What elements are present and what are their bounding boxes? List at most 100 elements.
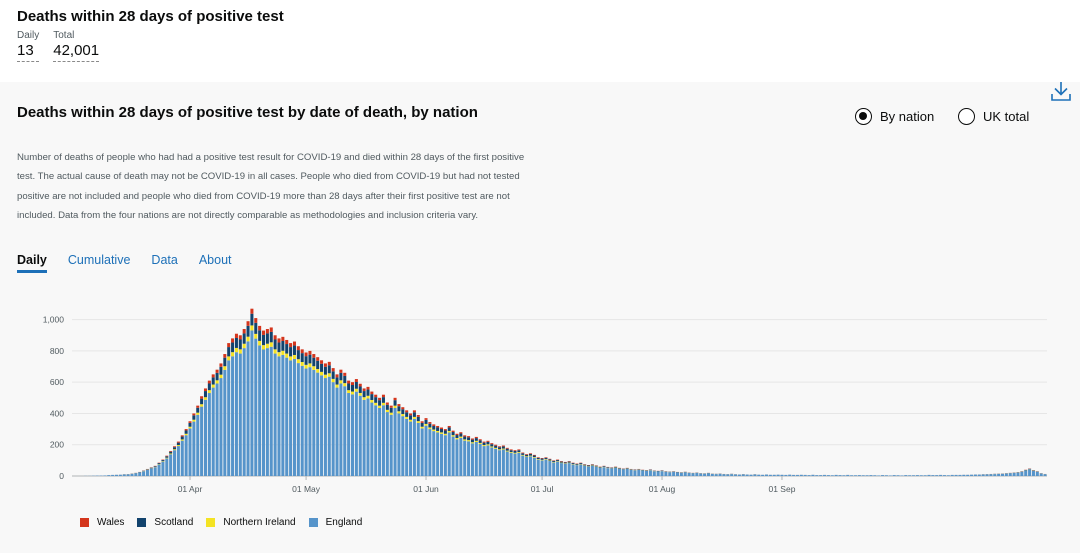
bar-scotland <box>544 457 548 460</box>
tab-about[interactable]: About <box>198 253 232 267</box>
bar-scotland <box>370 394 374 401</box>
bar-scotland <box>525 454 529 457</box>
bar-england <box>567 463 571 476</box>
bar-england <box>912 475 916 476</box>
bar-wales <box>536 457 540 458</box>
bar-wales <box>207 380 211 384</box>
bar-northern-ireland <box>451 435 455 437</box>
bar-wales <box>482 441 486 443</box>
bar-scotland <box>312 357 316 367</box>
bar-england <box>660 471 664 476</box>
bar-england <box>416 422 420 476</box>
bar-england <box>939 475 943 476</box>
bar-wales <box>381 394 385 398</box>
bar-northern-ireland <box>463 439 467 441</box>
bar-scotland <box>486 441 490 445</box>
bar-scotland <box>169 451 173 454</box>
bar-england <box>734 474 738 476</box>
metric-total-value[interactable]: 42,001 <box>53 41 100 62</box>
bar-england <box>544 459 548 476</box>
bar-wales <box>498 446 502 448</box>
bar-england <box>1035 471 1039 476</box>
bar-england <box>169 454 173 476</box>
y-tick-label: 200 <box>50 440 64 450</box>
bar-scotland <box>451 432 455 436</box>
bar-england <box>393 407 397 476</box>
bar-england <box>610 468 614 476</box>
uk-total-radio[interactable]: UK total <box>958 108 1029 125</box>
bar-northern-ireland <box>381 402 385 406</box>
by-nation-radio[interactable]: By nation <box>855 108 934 125</box>
bar-england <box>664 471 668 476</box>
bar-scotland <box>501 446 505 449</box>
bar-northern-ireland <box>378 405 382 408</box>
bar-england <box>695 473 699 476</box>
bar-england <box>645 470 649 476</box>
legend-item-england[interactable]: England <box>308 517 362 528</box>
bar-wales <box>354 379 358 382</box>
bar-england <box>219 378 223 476</box>
bar-england <box>1020 471 1024 476</box>
bar-wales <box>196 405 200 408</box>
bar-wales <box>165 455 169 457</box>
download-icon[interactable] <box>1050 80 1072 102</box>
bar-england <box>803 475 807 476</box>
bar-england <box>985 474 989 476</box>
bar-england <box>114 474 119 476</box>
bar-england <box>370 402 374 476</box>
metric-daily-value[interactable]: 13 <box>17 41 40 62</box>
bar-england <box>463 440 467 476</box>
bar-england <box>776 474 780 476</box>
bar-wales <box>203 388 207 392</box>
tab-data[interactable]: Data <box>151 253 178 267</box>
bar-england <box>579 464 583 476</box>
legend-item-scotland[interactable]: Scotland <box>137 517 193 528</box>
legend-label-scotland: Scotland <box>154 517 194 528</box>
chart-card: Deaths within 28 days of positive test b… <box>0 82 1080 553</box>
bar-northern-ireland <box>327 373 331 377</box>
bar-wales <box>467 436 471 438</box>
bar-scotland <box>269 331 273 343</box>
bar-scotland <box>556 460 560 462</box>
bar-england <box>424 425 428 476</box>
bar-scotland <box>470 439 474 443</box>
bar-england <box>873 475 877 476</box>
bar-england <box>648 470 652 476</box>
bar-scotland <box>610 467 614 469</box>
bar-england <box>958 475 962 476</box>
bar-england <box>409 421 413 476</box>
legend-item-northern-ireland[interactable]: Northern Ireland <box>206 517 296 528</box>
bar-northern-ireland <box>211 384 215 388</box>
bar-england <box>385 412 389 476</box>
bar-england <box>842 475 846 476</box>
bar-england <box>130 473 134 476</box>
bar-england <box>931 475 935 476</box>
bar-england <box>962 474 966 476</box>
bar-england <box>598 467 602 476</box>
bar-england <box>826 475 830 476</box>
bar-wales <box>447 425 451 428</box>
bar-england <box>486 445 490 476</box>
bar-england <box>320 375 324 476</box>
legend-label-northern-ireland: Northern Ireland <box>223 517 296 528</box>
bar-northern-ireland <box>540 459 544 461</box>
bar-scotland <box>416 416 420 422</box>
legend-item-wales[interactable]: Wales <box>80 517 124 528</box>
bar-northern-ireland <box>265 343 269 349</box>
tab-daily[interactable]: Daily <box>17 253 47 273</box>
bar-wales <box>513 450 517 451</box>
bar-england <box>1004 473 1008 476</box>
tab-cumulative[interactable]: Cumulative <box>67 253 131 267</box>
bar-england <box>718 473 722 476</box>
bar-wales <box>269 327 273 332</box>
bar-wales <box>176 441 180 443</box>
bar-england <box>412 418 416 476</box>
bar-wales <box>277 338 281 343</box>
bar-england <box>637 469 641 476</box>
bar-scotland <box>203 391 207 398</box>
bar-wales <box>169 450 173 452</box>
bar-wales <box>370 391 374 395</box>
bar-england <box>350 394 355 476</box>
bar-england <box>292 359 296 476</box>
bar-scotland <box>219 366 223 375</box>
